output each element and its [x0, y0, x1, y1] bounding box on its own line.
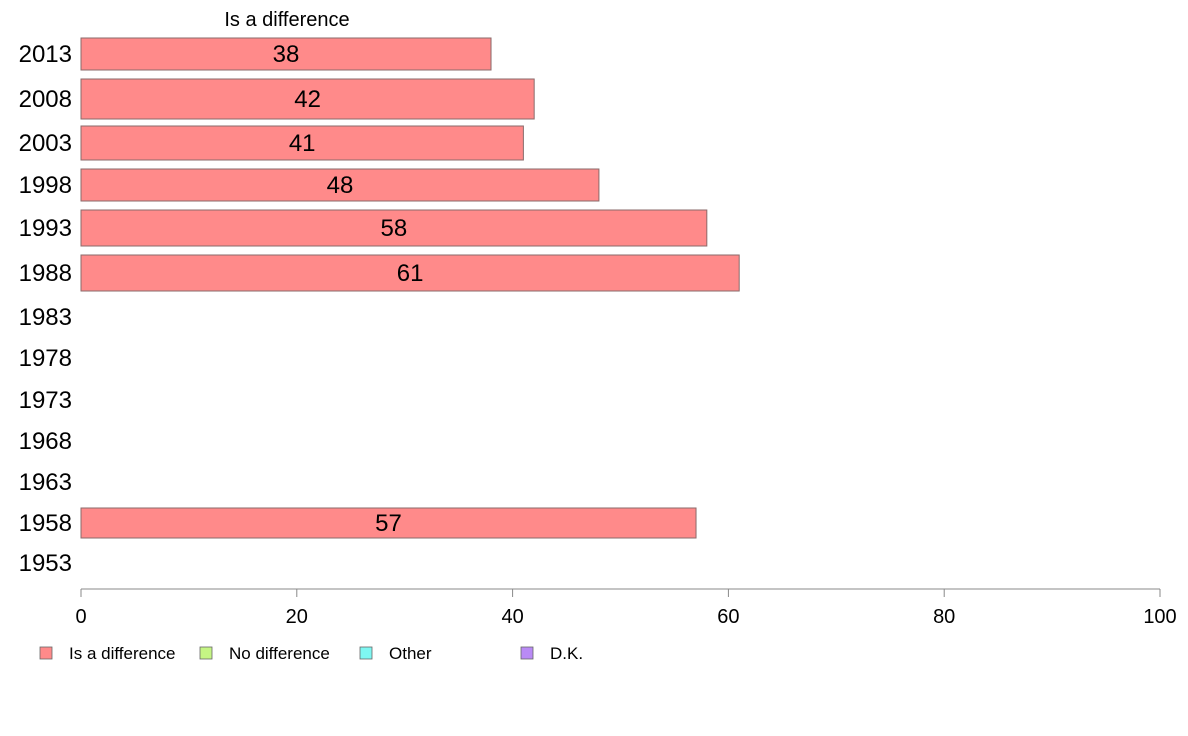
bar-value-label: 48 — [327, 172, 354, 199]
year-label: 2013 — [19, 41, 72, 68]
x-axis: 0 20 40 60 80 100 — [75, 588, 1177, 628]
legend-swatch — [199, 646, 213, 660]
year-label: 1998 — [19, 172, 72, 199]
x-tick-label: 80 — [933, 606, 955, 628]
x-tick-label: 60 — [717, 606, 739, 628]
bar — [80, 209, 708, 247]
bar-value-label: 61 — [397, 260, 424, 287]
year-label: 1973 — [19, 387, 72, 414]
bar-rows: 2013 38 2008 42 2003 41 1998 48 1993 58 1988 61 1983… — [19, 37, 740, 577]
year-label: 2003 — [19, 130, 72, 157]
legend-swatch — [359, 646, 373, 660]
x-tick-label: 40 — [501, 606, 523, 628]
legend-label: No difference — [229, 644, 330, 663]
bar-value-label: 42 — [294, 86, 321, 113]
legend-swatch — [520, 646, 534, 660]
bar-value-label: 58 — [381, 215, 408, 242]
year-label: 1978 — [19, 345, 72, 372]
legend-label: D.K. — [550, 644, 583, 663]
x-tick-label: 100 — [1143, 606, 1176, 628]
x-tick-label: 20 — [286, 606, 308, 628]
legend: Is a difference No difference Other D.K. — [39, 644, 583, 663]
year-label: 1968 — [19, 428, 72, 455]
x-tick-label: 0 — [75, 606, 86, 628]
legend-label: Other — [389, 644, 432, 663]
bar — [80, 168, 600, 202]
year-label: 1983 — [19, 304, 72, 331]
legend-label: Is a difference — [69, 644, 175, 663]
bar — [80, 254, 740, 292]
series-title: Is a difference — [224, 9, 349, 31]
year-label: 2008 — [19, 86, 72, 113]
bar — [80, 507, 697, 539]
bar — [80, 37, 492, 71]
bar — [80, 125, 524, 161]
bar-value-label: 57 — [375, 510, 402, 537]
year-label: 1993 — [19, 215, 72, 242]
bar-value-label: 41 — [289, 130, 316, 157]
year-label: 1958 — [19, 510, 72, 537]
year-label: 1963 — [19, 469, 72, 496]
year-label: 1953 — [19, 550, 72, 577]
bar-value-label: 38 — [273, 41, 300, 68]
year-label: 1988 — [19, 260, 72, 287]
bar — [80, 78, 535, 120]
legend-swatch — [39, 646, 53, 660]
